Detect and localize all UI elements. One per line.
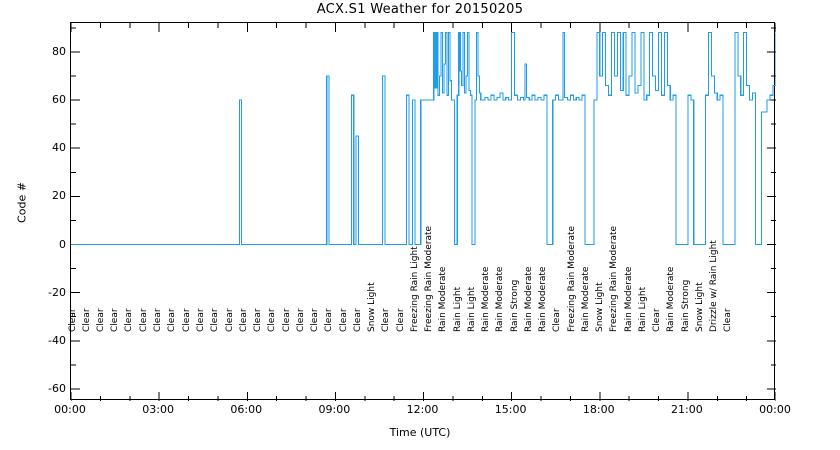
condition-label: Rain Moderate xyxy=(495,266,506,332)
y-tick-label: 40 xyxy=(52,141,66,155)
condition-label: Clear xyxy=(224,308,235,332)
x-tick-marks xyxy=(71,23,776,401)
y-tick-label: -60 xyxy=(48,381,66,395)
y-tick-label: -20 xyxy=(48,285,66,299)
condition-label: Clear xyxy=(381,308,392,332)
condition-label: Freezing Rain Moderate xyxy=(424,225,435,332)
x-axis-title: Time (UTC) xyxy=(389,426,451,439)
condition-label: Clear xyxy=(124,308,135,332)
condition-label: Rain Strong xyxy=(509,279,520,332)
y-tick-label: -40 xyxy=(48,333,66,347)
condition-label: Clear xyxy=(253,308,264,332)
condition-label: Rain Light xyxy=(452,286,463,332)
condition-label: Rain Moderate xyxy=(481,266,492,332)
condition-label: Clear xyxy=(652,308,663,332)
condition-label: Rain Moderate xyxy=(580,266,591,332)
y-tick-label: 60 xyxy=(52,93,66,107)
condition-label: Clear xyxy=(395,308,406,332)
condition-label: Snow Light xyxy=(595,282,606,332)
condition-label: Clear xyxy=(324,308,335,332)
plot-area xyxy=(70,22,776,401)
condition-label: Drizzle w/ Rain Light xyxy=(709,240,720,332)
condition-label: Clear xyxy=(81,308,92,332)
condition-label: Rain Moderate xyxy=(523,266,534,332)
condition-label: Rain Moderate xyxy=(666,266,677,332)
y-tick-label: 80 xyxy=(52,44,66,58)
condition-label: Clear xyxy=(138,308,149,332)
condition-label: Clear xyxy=(196,308,207,332)
condition-label: Clear xyxy=(68,308,79,332)
condition-label: Clear xyxy=(110,308,121,332)
x-tick-label: 21:00 xyxy=(671,403,703,416)
condition-label: Clear xyxy=(167,308,178,332)
x-tick-label: 00:00 xyxy=(759,403,791,416)
x-tick-label: 00:00 xyxy=(54,403,86,416)
condition-label: Clear xyxy=(281,308,292,332)
y-tick-marks xyxy=(71,27,776,390)
x-tick-label: 18:00 xyxy=(582,403,615,416)
y-tick-label: 20 xyxy=(52,189,66,203)
condition-label: Snow Light xyxy=(694,282,705,332)
condition-label: Clear xyxy=(352,308,363,332)
weather-code-line xyxy=(71,32,776,246)
x-tick-label: 12:00 xyxy=(406,403,439,416)
x-tick-label: 06:00 xyxy=(230,403,263,416)
x-tick-label: 03:00 xyxy=(142,403,174,416)
condition-label: Clear xyxy=(338,308,349,332)
condition-label: Rain Light xyxy=(637,286,648,332)
condition-label: Rain Moderate xyxy=(438,266,449,332)
condition-label: Clear xyxy=(552,308,563,332)
condition-label: Rain Moderate xyxy=(538,266,549,332)
condition-label: Clear xyxy=(310,308,321,332)
condition-label: Rain Light xyxy=(466,286,477,332)
condition-label: Clear xyxy=(210,308,221,332)
condition-label: Clear xyxy=(723,308,734,332)
condition-label: Clear xyxy=(181,308,192,332)
condition-label: Rain Moderate xyxy=(623,266,634,332)
condition-label: Clear xyxy=(238,308,249,332)
y-axis-title: Code # xyxy=(15,182,29,223)
condition-label: Clear xyxy=(95,308,106,332)
condition-label: Clear xyxy=(267,308,278,332)
x-tick-label: 09:00 xyxy=(318,403,351,416)
condition-label: Freezing Rain Moderate xyxy=(609,225,620,332)
y-axis-tick-labels: -60 -40 -20 0 20 40 60 80 xyxy=(18,0,66,450)
condition-label: Clear xyxy=(295,308,306,332)
y-tick-label: 0 xyxy=(59,237,66,251)
page-title: ACX.S1 Weather for 20150205 xyxy=(316,2,524,17)
condition-label: Freezing Rain Moderate xyxy=(566,225,577,332)
condition-label: Clear xyxy=(153,308,163,332)
condition-label: Rain Strong xyxy=(680,279,691,332)
plot-svg xyxy=(71,23,776,401)
condition-label: Snow Light xyxy=(367,282,378,332)
condition-label: Freezing Rain Light xyxy=(409,246,420,332)
x-tick-label: 15:00 xyxy=(494,403,527,416)
